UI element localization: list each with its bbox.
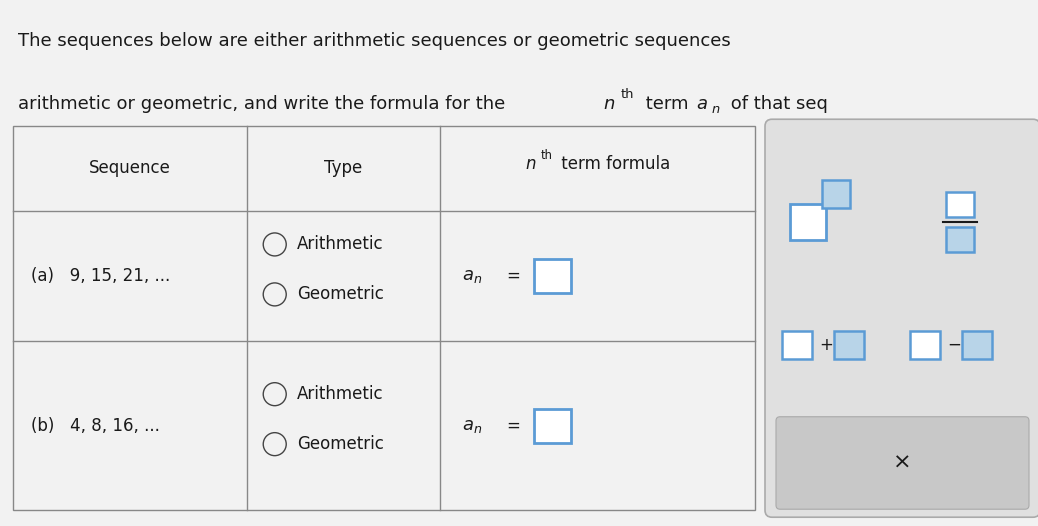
Bar [822, 180, 850, 208]
Bar [946, 227, 974, 252]
Text: Type: Type [324, 159, 362, 177]
FancyBboxPatch shape [765, 119, 1038, 517]
Text: th: th [621, 88, 634, 101]
Text: $a_n$: $a_n$ [462, 417, 482, 435]
Text: (b)   4, 8, 16, ...: (b) 4, 8, 16, ... [31, 417, 160, 435]
Text: th: th [541, 149, 553, 162]
Bar [782, 331, 812, 359]
Bar [946, 192, 974, 217]
Text: $a$: $a$ [696, 95, 708, 113]
Text: $n$: $n$ [525, 156, 537, 174]
Text: Arithmetic: Arithmetic [297, 236, 383, 254]
Text: The sequences below are either arithmetic sequences or geometric sequences: The sequences below are either arithmeti… [18, 32, 731, 49]
Text: $n$: $n$ [711, 103, 720, 116]
Bar [534, 259, 571, 293]
Text: $a_n$: $a_n$ [462, 267, 482, 285]
Bar [834, 331, 864, 359]
Text: +: + [819, 336, 832, 354]
Text: term formula: term formula [556, 156, 671, 174]
Text: Geometric: Geometric [297, 286, 384, 304]
Text: =: = [507, 267, 520, 285]
Text: −: − [948, 336, 961, 354]
Text: arithmetic or geometric, and write the formula for the: arithmetic or geometric, and write the f… [18, 95, 511, 113]
Text: term: term [640, 95, 694, 113]
FancyBboxPatch shape [776, 417, 1029, 509]
Bar [534, 409, 571, 443]
Bar [910, 331, 940, 359]
Bar [962, 331, 992, 359]
Bar [790, 204, 826, 240]
Text: =: = [507, 417, 520, 435]
Bar [13, 126, 755, 510]
Text: Sequence: Sequence [89, 159, 171, 177]
Text: $n$: $n$ [603, 95, 616, 113]
Text: Arithmetic: Arithmetic [297, 385, 383, 403]
Text: Geometric: Geometric [297, 435, 384, 453]
Text: of that seq: of that seq [725, 95, 828, 113]
Text: ×: × [893, 453, 911, 473]
Text: (a)   9, 15, 21, ...: (a) 9, 15, 21, ... [31, 267, 170, 285]
